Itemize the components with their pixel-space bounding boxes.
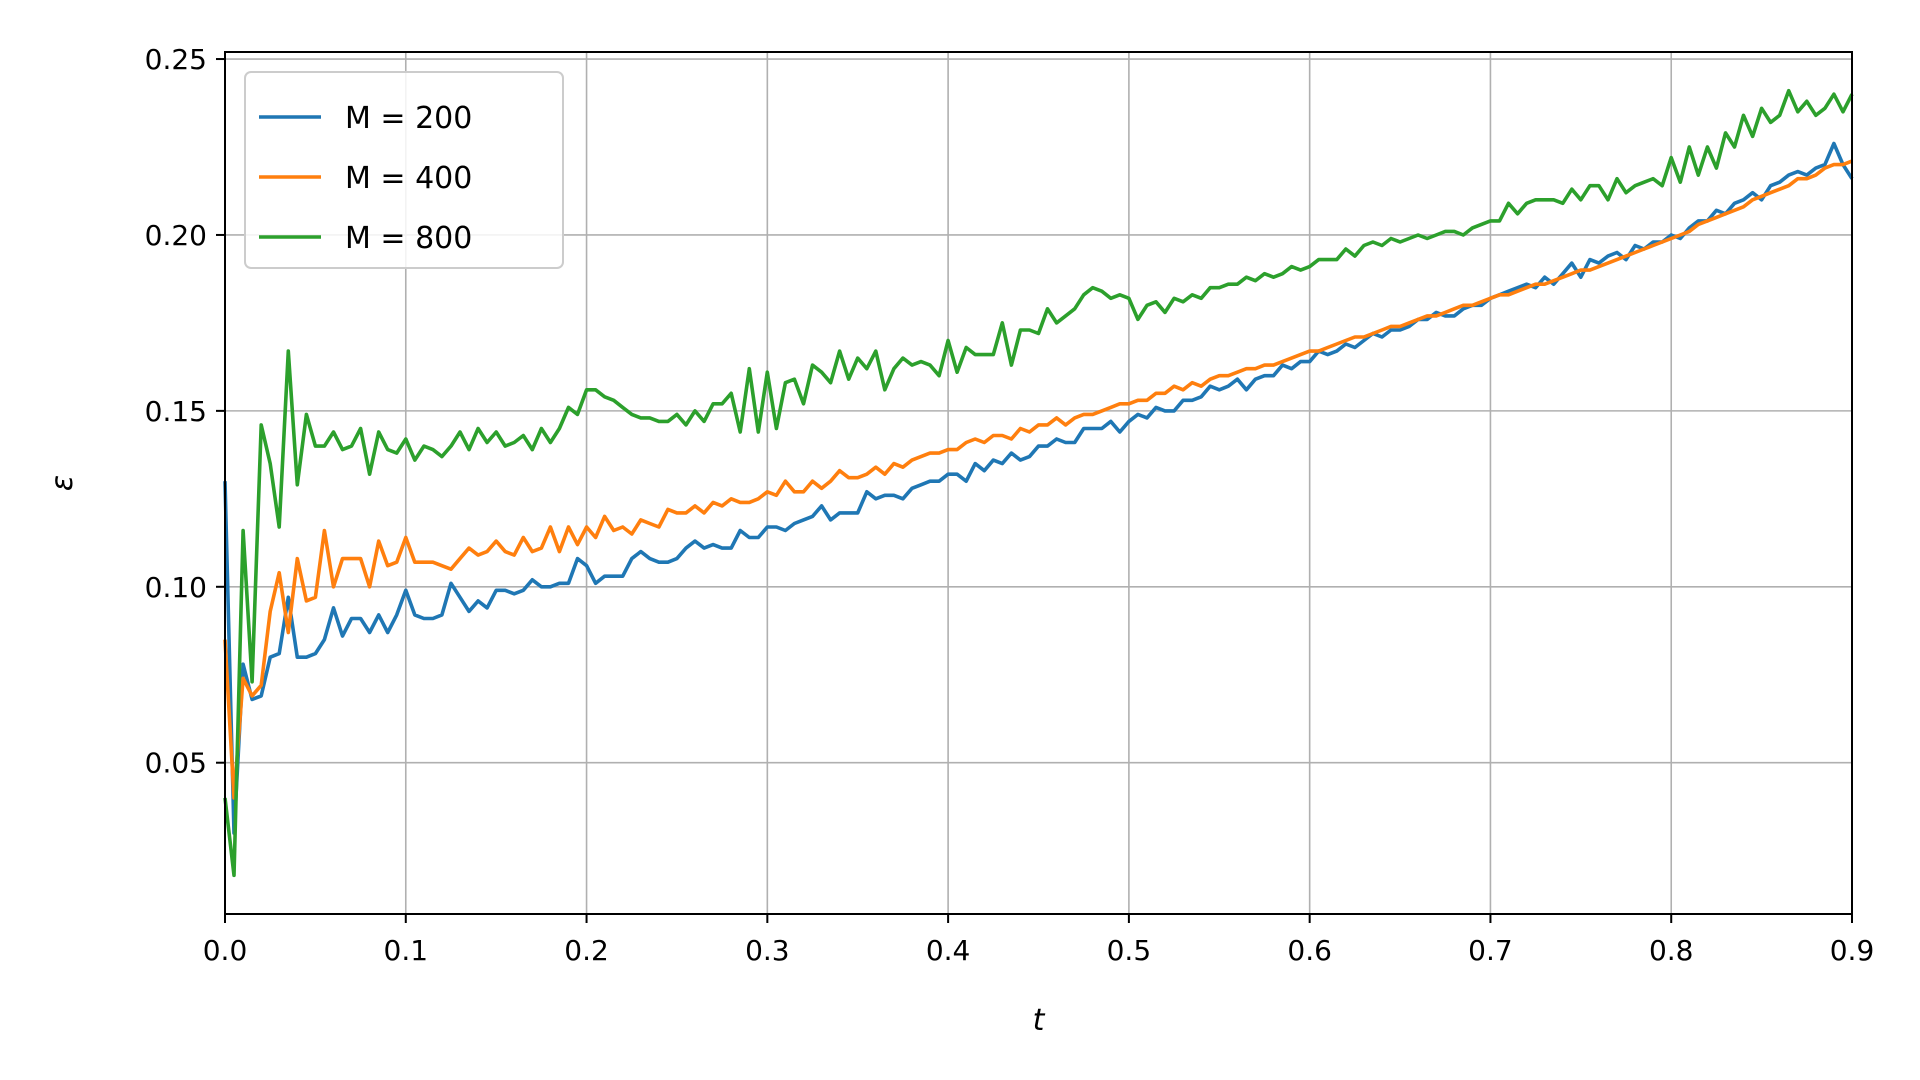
legend-label: M = 200 [345,101,472,136]
y-tick-label: 0.10 [145,571,207,604]
legend: M = 200 M = 400 M = 800 [244,71,564,269]
plot-area-frame [224,51,1853,915]
y-tick-label: 0.15 [145,395,207,428]
x-tick-label: 0.5 [1107,934,1152,967]
x-tick-label: 0.4 [926,934,971,967]
series-line-2 [223,159,1853,800]
x-tick-label: 0.6 [1287,934,1332,967]
x-tick-label: 0.3 [745,934,790,967]
y-tick-label: 0.05 [145,747,207,780]
series-line-1 [223,141,1854,835]
x-tick-label: 0.2 [564,934,609,967]
legend-label: M = 800 [345,221,472,256]
x-tick-label: 0.1 [384,934,429,967]
y-tick-label: 0.20 [145,219,207,252]
x-tick-label: 0.7 [1468,934,1513,967]
y-axis-label: ε [45,475,80,491]
y-tick-label: 0.25 [145,43,207,76]
legend-box [244,71,564,269]
x-tick-label: 0.0 [203,934,248,967]
x-axis-ticks: 0.0 0.1 0.2 0.3 0.4 0.5 0.6 0.7 0.8 0.9 [203,914,1875,967]
x-tick-label: 0.8 [1649,934,1694,967]
x-tick-label: 0.9 [1830,934,1875,967]
series-lines [223,88,1854,878]
y-axis-ticks: 0.05 0.10 0.15 0.20 0.25 [145,43,225,780]
series-line-3 [223,88,1854,878]
x-axis-label: t [1033,1003,1046,1038]
legend-label: M = 400 [345,161,472,196]
